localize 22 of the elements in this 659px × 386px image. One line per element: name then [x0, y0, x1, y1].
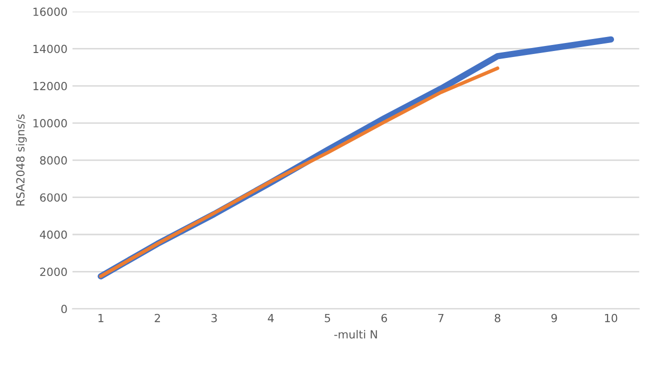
x-tick-label: 8	[494, 314, 500, 322]
y-tick-label: 2000	[40, 268, 67, 276]
y-tick-label: 14000	[34, 44, 67, 54]
x-tick-label: 9	[551, 314, 557, 322]
y-tick-label: 0	[61, 304, 67, 314]
y-tick-label: 12000	[34, 82, 67, 90]
x-tick-label: 7	[438, 314, 444, 322]
y-tick-label: 4000	[40, 230, 67, 239]
y-tick-label: 16000	[34, 8, 67, 16]
line-series	[99, 66, 500, 278]
x-tick-label: 4	[268, 314, 274, 322]
x-tick-label: 3	[211, 314, 217, 322]
y-tick-label: 10000	[34, 119, 67, 128]
y-axis-title: RSA2048 signs/s	[16, 114, 27, 206]
x-tick-label: 5	[324, 314, 330, 322]
x-axis-title: -multi N	[334, 330, 377, 339]
y-tick-label: 8000	[40, 156, 67, 165]
y-tick-label: 6000	[40, 193, 67, 202]
x-tick-label: 6	[381, 314, 388, 322]
x-tick-label: 10	[605, 314, 618, 322]
x-tick-label: 2	[154, 314, 160, 322]
x-tick-label: 1	[98, 314, 104, 322]
